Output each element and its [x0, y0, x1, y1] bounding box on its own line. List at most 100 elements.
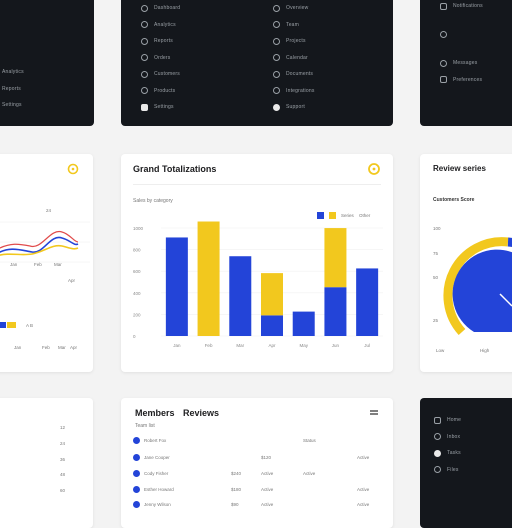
bar-series[interactable]	[324, 287, 347, 336]
row-amount: $90	[231, 502, 239, 507]
y-tick-label: 800	[133, 248, 141, 253]
y-tick: 50	[433, 275, 439, 280]
gauge-card: Review series Customers Score 100 75 50 …	[420, 154, 512, 372]
gauge-title: Review series	[433, 164, 486, 173]
menu-label: Calendar	[286, 54, 308, 61]
row-status: Status	[303, 438, 316, 443]
menu-label: Preferences	[453, 76, 483, 83]
avatar	[133, 486, 140, 493]
bar-other[interactable]	[197, 221, 220, 336]
bottom-menu: Home Inbox Tasks Files	[434, 412, 461, 478]
menu-item[interactable]: Support	[273, 99, 315, 116]
report-icon	[141, 37, 148, 45]
x-tick: Feb	[42, 345, 50, 350]
top-right-menu-card: Notifications Messages Preferences	[420, 0, 512, 126]
box-icon	[141, 87, 148, 95]
bar-series[interactable]	[165, 237, 188, 336]
menu-col-1: Dashboard Analytics Reports Orders Custo…	[141, 0, 180, 116]
menu-label: Reports	[2, 85, 21, 92]
bar-series[interactable]	[356, 268, 379, 336]
y-tick-label: 0	[133, 334, 136, 339]
menu-label: Files	[447, 466, 459, 473]
y-tick: 75	[433, 251, 439, 256]
menu-item[interactable]: Settings	[141, 99, 180, 116]
line-chart-card: 24 Jan Feb Mar Apr A B Jan Feb Mar Apr	[0, 154, 93, 372]
info-icon[interactable]	[67, 163, 79, 175]
members-card: Members Reviews Team list Robert Fox Sta…	[121, 398, 393, 528]
menu-item[interactable]: Team	[273, 17, 315, 34]
info-icon[interactable]	[367, 162, 381, 176]
avatar	[133, 470, 140, 477]
help-icon	[273, 103, 280, 111]
top-center-menu-card: Dashboard Analytics Reports Orders Custo…	[121, 0, 393, 126]
top-left-menu-card: Analytics Reports Settings	[0, 0, 94, 126]
cart-icon	[141, 54, 148, 62]
menu-item[interactable]: Reports	[2, 81, 24, 98]
x-tick-label: Apr	[268, 343, 276, 348]
menu-label: Projects	[286, 38, 306, 45]
menu-label: Settings	[154, 104, 174, 111]
menu-label: Integrations	[286, 87, 315, 94]
left-menu: Analytics Reports Settings	[2, 64, 24, 114]
series-yellow-line	[0, 244, 79, 256]
y-tick-label: 1000	[133, 226, 144, 231]
y-tick: 100	[433, 226, 441, 231]
home-icon	[434, 416, 441, 424]
avatar	[133, 501, 140, 508]
menu-label: Notifications	[453, 3, 483, 10]
document-icon	[273, 70, 280, 78]
x-tick: Apr	[68, 278, 76, 283]
menu-item[interactable]: Reports	[141, 33, 180, 50]
bar-series[interactable]	[292, 311, 315, 336]
team-icon	[273, 21, 280, 29]
bar-series[interactable]	[229, 256, 252, 336]
menu-item[interactable]: Orders	[141, 50, 180, 67]
row-type: Active	[261, 471, 274, 476]
menu-item[interactable]	[440, 27, 483, 44]
menu-item[interactable]: Home	[434, 412, 461, 429]
menu-item[interactable]: Projects	[273, 33, 315, 50]
menu-item[interactable]: Customers	[141, 66, 180, 83]
right-menu: Notifications Messages Preferences	[440, 0, 483, 88]
menu-item[interactable]: Settings	[2, 97, 24, 114]
menu-item[interactable]: Files	[434, 462, 461, 479]
bar-chart: 1000 800 600 400 200 0 Jan Feb Mar Apr May Jun Jul	[133, 221, 383, 348]
menu-item[interactable]: Notifications	[440, 0, 483, 15]
legend-swatch-yellow	[329, 212, 336, 219]
menu-item[interactable]: Tasks	[434, 445, 461, 462]
folder-icon	[273, 37, 280, 45]
menu-item[interactable]: Integrations	[273, 83, 315, 100]
table-title-2: Reviews	[183, 408, 220, 418]
menu-item[interactable]: Dashboard	[141, 0, 180, 17]
legend-label: Series	[341, 213, 354, 218]
line-chart	[0, 221, 90, 263]
row-status: Active	[357, 455, 370, 460]
menu-item[interactable]: Calendar	[273, 50, 315, 67]
row-amount: $240	[231, 471, 242, 476]
menu-label: Inbox	[447, 433, 461, 440]
menu-item[interactable]: Inbox	[434, 429, 461, 446]
bar-other[interactable]	[324, 228, 347, 288]
menu-label: Home	[447, 417, 462, 424]
menu-item[interactable]: Documents	[273, 66, 315, 83]
menu-label: Messages	[453, 60, 478, 67]
chart-icon	[141, 21, 148, 29]
bar-series[interactable]	[261, 315, 283, 336]
menu-label: Team	[286, 21, 300, 28]
message-icon	[440, 59, 447, 67]
calendar-icon	[273, 54, 280, 62]
menu-label: Orders	[154, 54, 171, 61]
value-cell: 24	[60, 441, 66, 446]
menu-item[interactable]: Products	[141, 83, 180, 100]
x-tick: Apr	[70, 345, 78, 350]
gear-icon	[141, 103, 148, 111]
menu-item[interactable]: Overview	[273, 0, 315, 17]
bar-other[interactable]	[261, 273, 283, 316]
menu-label: Settings	[2, 102, 22, 109]
menu-item[interactable]: Messages	[440, 55, 483, 72]
row-name: Cody Fisher	[144, 471, 169, 476]
menu-icon[interactable]	[369, 409, 379, 417]
menu-item[interactable]: Analytics	[2, 64, 24, 81]
menu-item[interactable]: Preferences	[440, 72, 483, 89]
menu-item[interactable]: Analytics	[141, 17, 180, 34]
